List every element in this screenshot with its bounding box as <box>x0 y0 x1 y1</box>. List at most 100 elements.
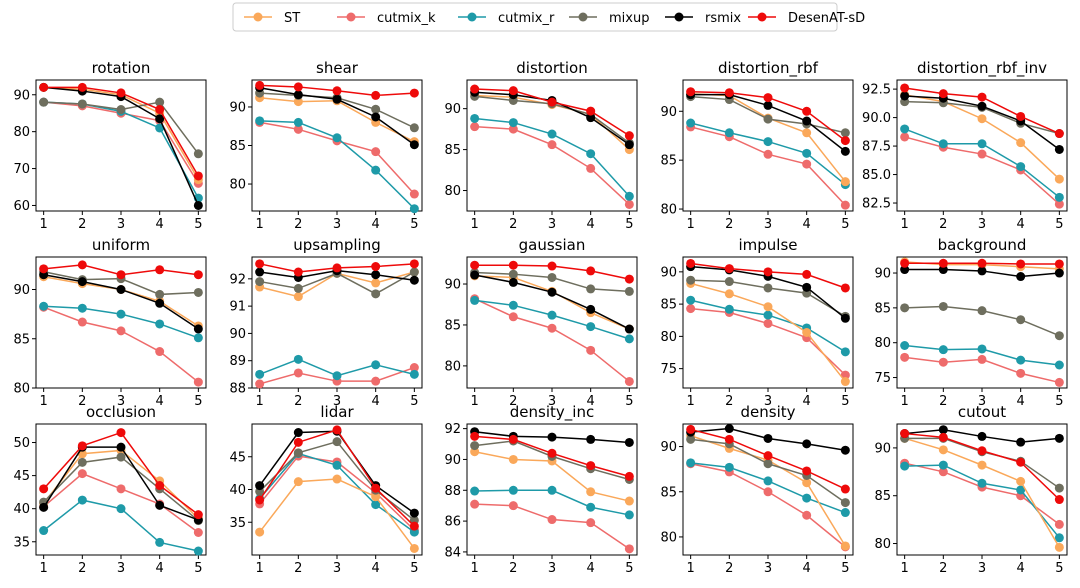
series-mixup <box>470 436 634 484</box>
data-point <box>470 260 480 270</box>
legend-entry-cutmix_k: cutmix_k <box>337 11 436 26</box>
chart-title: rotation <box>92 59 151 77</box>
data-point <box>371 500 381 510</box>
y-tick-label: 80 <box>13 125 30 140</box>
chart-panel-uniform: uniform 80 85 90 1 2 3 4 5 <box>13 236 207 409</box>
data-point <box>802 510 812 520</box>
x-tick-label: 5 <box>625 561 633 576</box>
data-point <box>409 369 419 379</box>
chart-panel-distortion-rbf-inv: distortion_rbf_inv 82.5 85.0 87.5 90.0 92.5 1 2… <box>862 59 1068 232</box>
data-point <box>470 270 480 280</box>
series-cutmix_r <box>686 458 850 518</box>
x-tick-label: 2 <box>939 394 947 409</box>
data-point <box>763 302 773 312</box>
data-point <box>724 289 734 299</box>
x-tick-label: 4 <box>587 217 595 232</box>
data-point <box>409 204 419 214</box>
x-tick-label: 2 <box>509 217 517 232</box>
x-tick-label: 1 <box>687 394 695 409</box>
series-desenat-sd <box>39 260 203 280</box>
data-point <box>547 129 557 139</box>
data-point <box>586 284 596 294</box>
data-point <box>332 133 342 143</box>
data-point <box>371 278 381 288</box>
data-point <box>802 328 812 338</box>
data-point <box>586 106 596 116</box>
series-mixup <box>900 301 1064 341</box>
x-tick-label: 3 <box>978 217 986 232</box>
x-tick-label: 3 <box>333 217 341 232</box>
data-point <box>155 347 165 357</box>
data-point <box>840 347 850 357</box>
data-point <box>1054 199 1064 209</box>
data-point <box>39 301 49 311</box>
x-tick-label: 5 <box>1055 561 1063 576</box>
chart-title: distortion_rbf_inv <box>917 59 1047 78</box>
data-point <box>586 434 596 444</box>
series-desenat-sd <box>900 83 1064 139</box>
data-point <box>586 487 596 497</box>
data-point <box>547 485 557 495</box>
data-point <box>624 334 634 344</box>
y-tick-label: 90 <box>13 283 30 298</box>
data-point <box>409 259 419 269</box>
data-point <box>508 269 518 279</box>
x-tick-label: 4 <box>803 561 811 576</box>
data-point <box>371 360 381 370</box>
y-tick-label: 35 <box>13 535 30 550</box>
series-desenat-sd <box>255 80 419 100</box>
data-point <box>547 515 557 525</box>
data-point <box>802 106 812 116</box>
x-tick-label: 3 <box>764 394 772 409</box>
data-point <box>586 322 596 332</box>
chart-title: occlusion <box>86 403 156 421</box>
x-tick-label: 5 <box>841 394 849 409</box>
data-point <box>802 128 812 138</box>
series-line <box>43 472 199 534</box>
series-cutmix_r <box>900 124 1064 202</box>
series-mixup <box>686 434 850 508</box>
data-point <box>1054 360 1064 370</box>
data-point <box>508 312 518 322</box>
data-point <box>1016 272 1026 282</box>
data-point <box>116 309 126 319</box>
y-tick-label: 80 <box>660 203 677 218</box>
series-cutmix_r <box>255 448 419 537</box>
data-point <box>586 461 596 471</box>
data-point <box>1016 111 1026 121</box>
data-point <box>470 441 480 451</box>
data-point <box>508 300 518 310</box>
data-point <box>1016 355 1026 365</box>
data-point <box>763 114 773 124</box>
x-tick-label: 2 <box>294 217 302 232</box>
series-cutmix_r <box>39 495 203 556</box>
data-point <box>293 428 303 438</box>
x-tick-label: 3 <box>548 561 556 576</box>
data-point <box>686 434 696 444</box>
data-point <box>840 313 850 323</box>
data-point <box>255 481 265 491</box>
data-point <box>77 457 87 467</box>
data-point <box>686 295 696 305</box>
data-point <box>1016 259 1026 269</box>
x-tick-label: 3 <box>764 561 772 576</box>
y-tick-label: 45 <box>13 469 30 484</box>
data-point <box>193 270 203 280</box>
data-point <box>1054 268 1064 278</box>
data-point <box>332 263 342 273</box>
chart-title: upsampling <box>293 236 381 254</box>
data-point <box>39 484 49 494</box>
x-tick-label: 1 <box>256 217 264 232</box>
data-point <box>116 285 126 295</box>
x-tick-label: 1 <box>687 561 695 576</box>
data-point <box>77 303 87 313</box>
data-point <box>1016 476 1026 486</box>
data-point <box>763 451 773 461</box>
data-point <box>255 369 265 379</box>
y-tick-label: 80 <box>660 530 677 545</box>
x-tick-label: 1 <box>471 217 479 232</box>
data-point <box>255 116 265 126</box>
data-point <box>77 469 87 479</box>
x-tick-label: 3 <box>117 561 125 576</box>
data-point <box>255 527 265 537</box>
